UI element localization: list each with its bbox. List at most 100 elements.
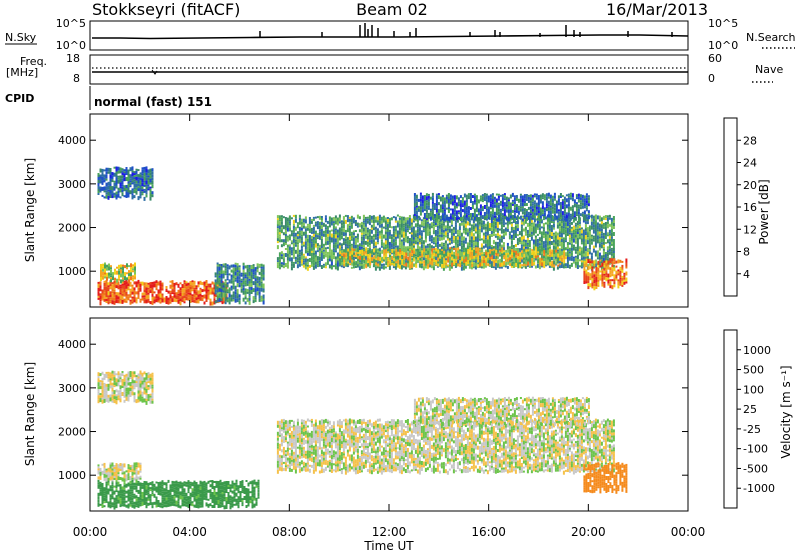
heatmap-cell xyxy=(555,261,558,265)
heatmap-cell xyxy=(467,217,470,222)
heatmap-cell xyxy=(465,194,468,198)
heatmap-cell xyxy=(111,282,114,285)
heatmap-cell xyxy=(441,201,444,205)
heatmap-cell xyxy=(428,265,431,268)
heatmap-cell xyxy=(436,223,439,226)
heatmap-cell xyxy=(529,259,532,264)
heatmap-cell xyxy=(220,278,223,280)
heatmap-cell xyxy=(520,226,523,229)
heatmap-cell xyxy=(107,285,110,288)
heatmap-cell xyxy=(494,266,497,270)
heatmap-cell xyxy=(290,230,293,233)
heatmap-cell xyxy=(443,247,446,251)
heatmap-cell xyxy=(538,230,541,235)
heatmap-cell xyxy=(574,257,577,262)
heatmap-cell xyxy=(610,247,613,250)
heatmap-cell xyxy=(139,180,142,185)
heatmap-cell xyxy=(294,244,297,247)
heatmap-cell xyxy=(434,223,437,225)
heatmap-cell xyxy=(427,250,430,255)
heatmap-cell xyxy=(141,193,144,196)
heatmap-cell xyxy=(533,252,536,257)
heatmap-cell xyxy=(282,216,285,219)
heatmap-cell xyxy=(99,180,102,184)
heatmap-cell xyxy=(541,247,544,252)
heatmap-cell xyxy=(404,236,407,239)
heatmap-cell xyxy=(565,194,568,197)
heatmap-cell xyxy=(462,222,465,226)
heatmap-cell xyxy=(396,233,399,236)
heatmap-cell xyxy=(211,289,214,292)
heatmap-cell xyxy=(143,172,146,177)
heatmap-cell xyxy=(493,248,496,251)
heatmap-cell xyxy=(613,261,616,265)
heatmap-cell xyxy=(576,249,579,251)
heatmap-cell xyxy=(393,254,396,259)
heatmap-cell xyxy=(459,200,462,204)
heatmap-cell xyxy=(354,230,357,232)
heatmap-cell xyxy=(531,214,534,218)
heatmap-cell xyxy=(458,258,461,262)
heatmap-cell xyxy=(471,255,474,260)
heatmap-cell xyxy=(175,299,178,303)
heatmap-cell xyxy=(334,238,337,243)
heatmap-cell xyxy=(610,241,613,244)
heatmap-cell xyxy=(216,264,219,267)
heatmap-cell xyxy=(358,260,361,263)
heatmap-cell xyxy=(113,186,116,191)
heatmap-cell xyxy=(380,245,383,248)
heatmap-cell xyxy=(448,266,451,271)
heatmap-cell xyxy=(527,261,530,266)
heatmap-cell xyxy=(431,262,434,266)
heatmap-cell xyxy=(131,479,134,483)
heatmap-cell xyxy=(308,237,311,239)
noise-sky-trace xyxy=(92,34,689,40)
heatmap-cell xyxy=(454,244,457,249)
heatmap-cell xyxy=(117,187,120,191)
heatmap-cell xyxy=(572,225,575,230)
heatmap-cell xyxy=(398,245,401,248)
heatmap-cell xyxy=(576,234,579,238)
heatmap-cell xyxy=(428,239,431,242)
heatmap-cell xyxy=(151,486,154,491)
heatmap-cell xyxy=(306,223,309,226)
heatmap-cell xyxy=(447,199,450,203)
heatmap-cell xyxy=(161,295,164,299)
heatmap-cell xyxy=(417,198,420,202)
heatmap-cell xyxy=(465,210,468,213)
heatmap-cell xyxy=(610,217,613,222)
heatmap-cell xyxy=(470,224,473,227)
heatmap-cell xyxy=(145,175,148,178)
heatmap-cell xyxy=(129,290,132,294)
heatmap-cell xyxy=(544,247,547,251)
heatmap-cell xyxy=(425,258,428,261)
heatmap-cell xyxy=(187,297,190,301)
heatmap-cell xyxy=(561,255,564,259)
heatmap-cell xyxy=(399,256,402,258)
heatmap-cell xyxy=(586,227,589,231)
heatmap-cell xyxy=(288,257,291,262)
heatmap-cell xyxy=(400,216,403,220)
heatmap-cell xyxy=(141,178,144,183)
heatmap-cell xyxy=(554,241,557,245)
heatmap-cell xyxy=(559,262,562,265)
heatmap-cell xyxy=(495,205,498,208)
heatmap-cell xyxy=(135,297,138,302)
heatmap-cell xyxy=(613,267,616,272)
heatmap-cell xyxy=(109,291,112,295)
heatmap-cell xyxy=(523,211,526,216)
heatmap-cell xyxy=(521,257,524,260)
heatmap-cell xyxy=(316,263,319,266)
heatmap-cell xyxy=(252,300,255,304)
heatmap-cell xyxy=(581,194,584,199)
heatmap-cell xyxy=(584,242,587,247)
heatmap-cell xyxy=(145,489,148,494)
heatmap-cell xyxy=(451,198,454,202)
heatmap-cell xyxy=(571,197,574,202)
heatmap-cell xyxy=(557,214,560,219)
heatmap-cell xyxy=(408,222,411,224)
heatmap-cell xyxy=(446,238,449,241)
heatmap-cell xyxy=(493,250,496,254)
heatmap-cell xyxy=(606,215,609,218)
heatmap-cell xyxy=(560,228,563,230)
